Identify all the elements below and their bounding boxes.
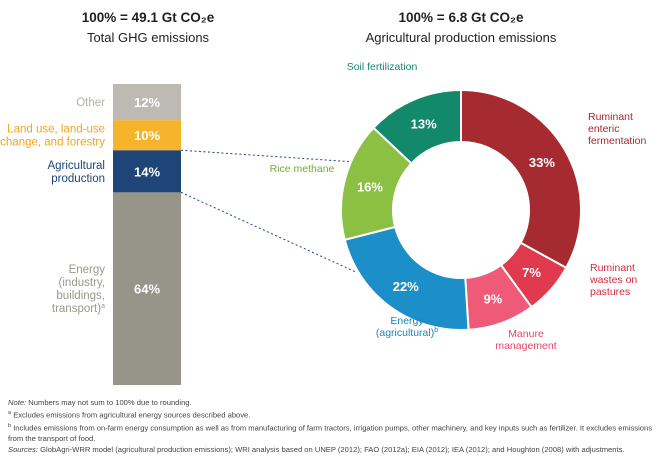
bar-segment-other (113, 84, 181, 121)
donut-chart-subtitle: Agricultural production emissions (366, 30, 557, 45)
donut-label-soil-fertilization: Soil fertilization (347, 61, 418, 73)
note-label: Note: (8, 398, 27, 407)
bar-label-agricultural-production: Agricultural (47, 160, 105, 172)
donut-chart-title: 100% = 6.8 Gt CO₂e (399, 10, 524, 25)
connector-line-top (180, 149, 350, 163)
donut-label-ruminant-enteric-fermentation: fermentation (588, 135, 647, 147)
bar-segment-land-use-land-use-change-and-forestry (113, 120, 181, 151)
bar-label-agricultural-production: production (51, 173, 105, 185)
donut-label-energy-agricultural: Energy (390, 315, 424, 327)
sources-line: Sources: GlobAgri-WRR model (agricultura… (8, 444, 656, 455)
footnote-a: a Excludes emissions from agricultural e… (8, 408, 656, 421)
bar-label-land-use-land-use-change-and-forestry: Land use, land-use (7, 124, 105, 136)
sources-label: Sources: (8, 445, 38, 455)
donut-slice-energy-agricultural (343, 225, 470, 331)
sources-text: GlobAgri-WRR model (agricultural product… (40, 445, 625, 455)
bar-label-land-use-land-use-change-and-forestry: change, and forestry (0, 137, 105, 149)
footnote-b: b Includes emissions from on-farm energy… (8, 421, 656, 445)
bar-label-energy-industry-buildings-transport: (industry, (59, 277, 105, 289)
donut-label-ruminant-wastes-on-pastures: wastes on (589, 274, 637, 286)
bar-chart-title: 100% = 49.1 Gt CO₂e (82, 10, 215, 25)
donut-value-energy-agricultural: 22% (393, 279, 419, 294)
stacked-bar: 64% Energy(industry,buildings,transport)a… (0, 84, 181, 385)
note-text: Numbers may not sum to 100% due to round… (28, 398, 192, 407)
bar-chart-subtitle: Total GHG emissions (87, 30, 210, 45)
donut-slice-ruminant-enteric-fermentation (460, 88, 582, 270)
donut-value-ruminant-enteric-fermentation: 33% (529, 155, 555, 170)
bar-segment-agricultural-production (113, 150, 181, 193)
emissions-figure: 100% = 49.1 Gt CO₂e Total GHG emissions … (0, 10, 647, 385)
donut-value-soil-fertilization: 13% (411, 117, 437, 132)
bar-segment-energy-industry-buildings-transport (113, 192, 181, 385)
bar-value-energy-industry-buildings-transport: 64% (134, 282, 160, 297)
bar-label-other: Other (76, 97, 105, 109)
bar-label-energy-industry-buildings-transport: Energy (69, 264, 106, 276)
donut-label-ruminant-wastes-on-pastures: Ruminant (590, 262, 635, 274)
connector-line-bottom (180, 191, 357, 273)
donut-label-energy-agricultural: (agricultural)b (376, 327, 438, 339)
footnote-a-text: Excludes emissions from agricultural ene… (13, 410, 251, 420)
donut-slice-soil-fertilization (372, 88, 462, 165)
bar-value-land-use-land-use-change-and-forestry: 10% (134, 128, 160, 143)
donut-label-manure-management: management (495, 340, 556, 352)
bar-label-energy-industry-buildings-transport: transport)a (52, 303, 105, 315)
donut-label-manure-management: Manure (508, 328, 544, 340)
footnote-a-marker: a (8, 410, 12, 416)
connector-lines (180, 149, 357, 273)
donut-label-ruminant-enteric-fermentation: enteric (588, 123, 620, 135)
donut-label-rice-methane: Rice methane (270, 163, 335, 175)
figure-notes: Note: Numbers may not sum to 100% due to… (8, 397, 656, 455)
donut-label-ruminant-wastes-on-pastures: pastures (590, 286, 630, 298)
donut-value-ruminant-wastes-on-pastures: 7% (522, 265, 541, 280)
donut-value-manure-management: 9% (483, 291, 502, 306)
donut-value-rice-methane: 16% (357, 180, 383, 195)
bar-value-other: 12% (134, 95, 160, 110)
bar-value-agricultural-production: 14% (134, 164, 160, 179)
bar-label-sup: a (101, 303, 105, 310)
note-line: Note: Numbers may not sum to 100% due to… (8, 397, 656, 408)
bar-label-energy-industry-buildings-transport: buildings, (56, 290, 105, 302)
donut-label-sup: b (434, 327, 438, 334)
donut-label-ruminant-enteric-fermentation: Ruminant (588, 111, 633, 123)
footnote-b-marker: b (8, 422, 12, 429)
footnote-b-text: Includes emissions from on-farm energy c… (8, 423, 653, 444)
